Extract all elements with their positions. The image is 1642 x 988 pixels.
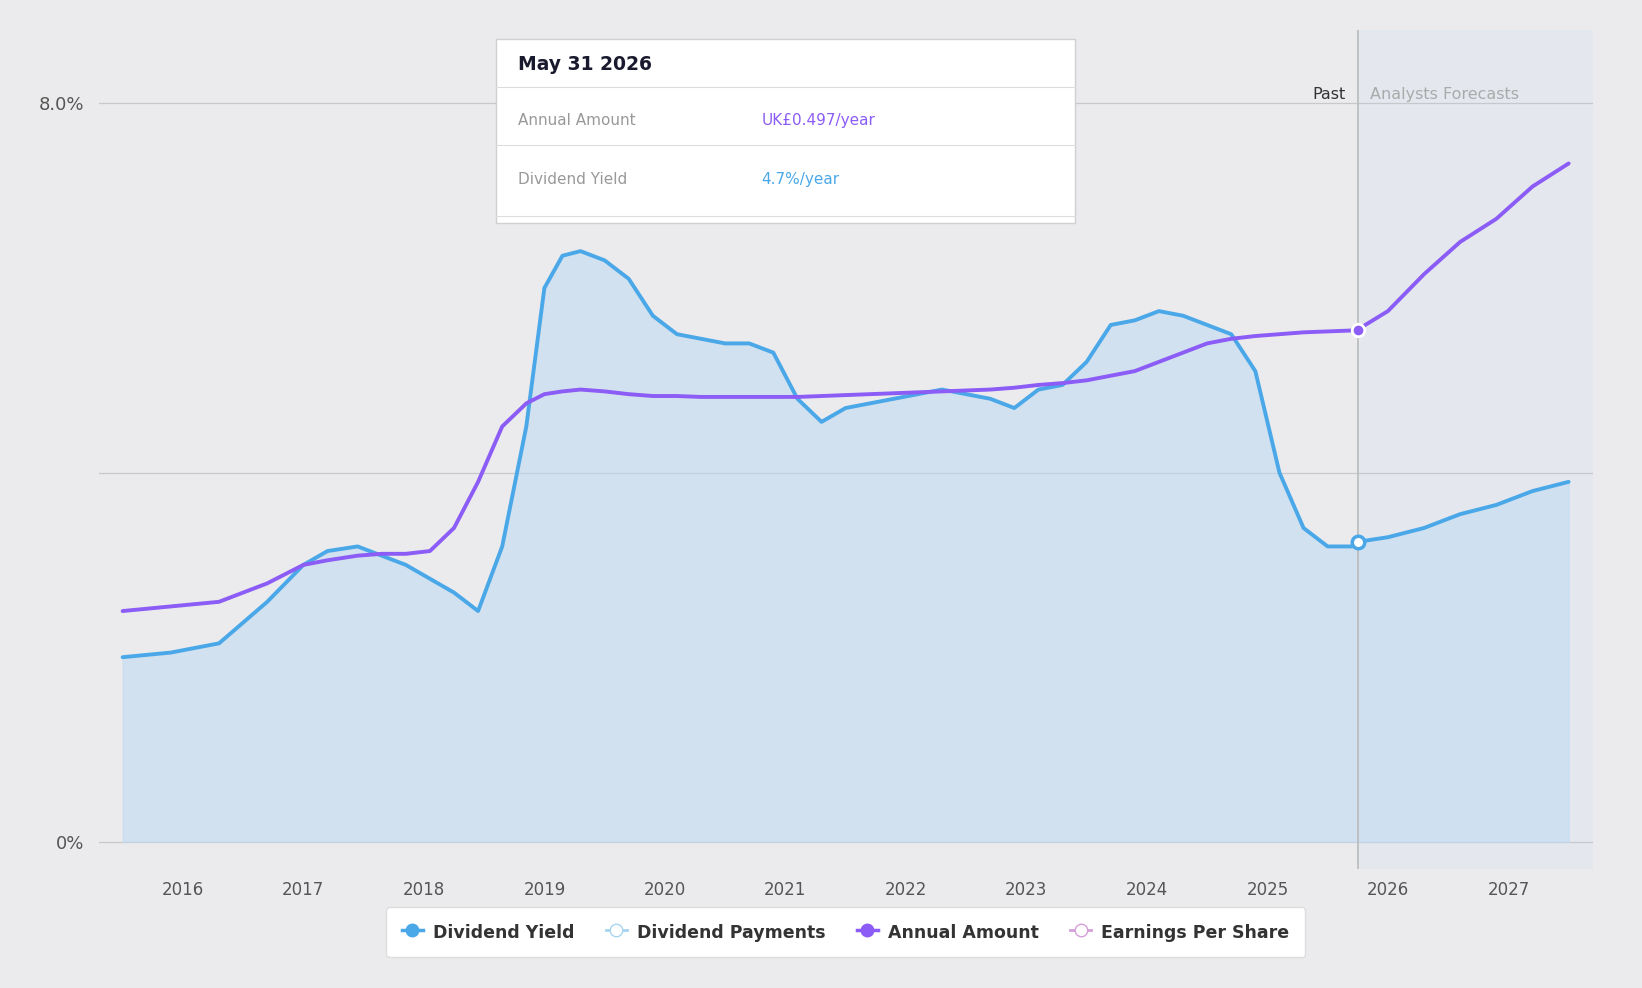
Text: Past: Past [1312, 87, 1346, 102]
Legend: Dividend Yield, Dividend Payments, Annual Amount, Earnings Per Share: Dividend Yield, Dividend Payments, Annua… [386, 907, 1305, 957]
Text: Annual Amount: Annual Amount [517, 113, 635, 127]
Text: Dividend Yield: Dividend Yield [517, 172, 627, 187]
FancyBboxPatch shape [496, 39, 1074, 223]
Text: May 31 2026: May 31 2026 [517, 55, 652, 74]
Text: 4.7%/year: 4.7%/year [762, 172, 839, 187]
Text: Analysts Forecasts: Analysts Forecasts [1369, 87, 1519, 102]
Text: UK£0.497/year: UK£0.497/year [762, 113, 875, 127]
Bar [1358, 30, 1593, 869]
